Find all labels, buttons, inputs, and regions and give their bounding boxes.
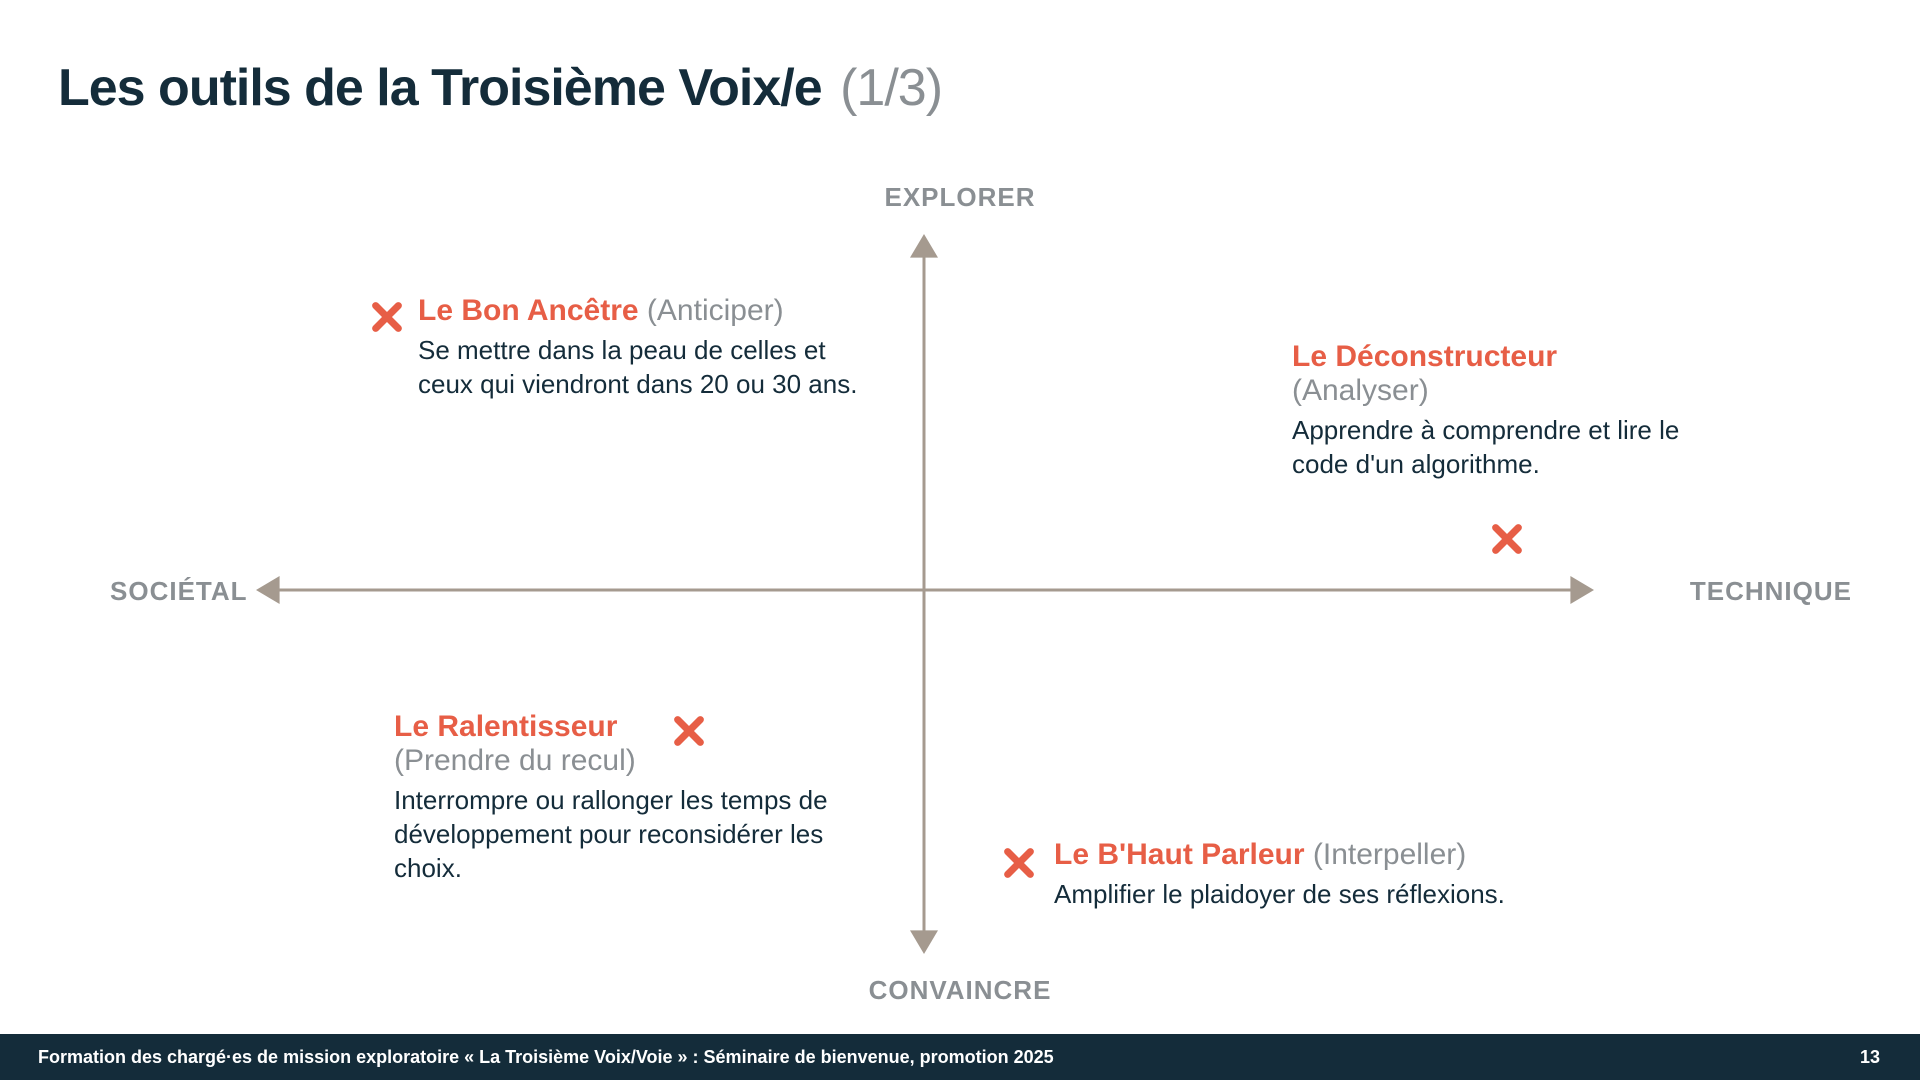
quadrant-item-ralentisseur: Le Ralentisseur(Prendre du recul) Interro… [394,710,854,885]
footer-page-number: 13 [1860,1047,1880,1068]
item-description: Amplifier le plaidoyer de ses réflexions… [1054,878,1654,912]
item-subtitle: (Prendre du recul) [394,744,854,778]
quadrant-item-deconstructeur: Le Déconstructeur(Analyser) Apprendre à c… [1292,340,1732,482]
cross-icon [1490,522,1524,556]
item-description: Interrompre ou rallonger les temps de dé… [394,784,854,885]
item-title: Le Déconstructeur [1292,340,1557,373]
title-index: (1/3) [840,59,942,117]
axis-label-right: TECHNIQUE [1690,576,1852,607]
item-subtitle: (Anticiper) [639,294,784,327]
cross-icon [1002,846,1036,880]
item-title: Le Ralentisseur [394,710,617,743]
quadrant-item-bhaut-parleur: Le B'Haut Parleur (Interpeller) Amplifier… [1054,838,1654,912]
axis-label-left: SOCIÉTAL [110,576,248,607]
item-title: Le B'Haut Parleur [1054,838,1305,871]
quadrant-item-bon-ancetre: Le Bon Ancêtre (Anticiper) Se mettre dans… [418,294,878,402]
cross-icon [370,300,404,334]
item-description: Se mettre dans la peau de celles et ceux… [418,334,878,402]
axis-label-bottom: CONVAINCRE [869,975,1052,1006]
axis-label-top: EXPLORER [884,182,1035,213]
title-main: Les outils de la Troisième Voix/e [58,59,822,117]
cross-icon [672,714,706,748]
item-description: Apprendre à comprendre et lire le code d… [1292,414,1732,482]
footer-text: Formation des chargé·es de mission explo… [38,1047,1054,1068]
item-subtitle: (Analyser) [1292,374,1732,408]
item-title: Le Bon Ancêtre [418,294,639,327]
axes-svg [0,0,1920,1080]
slide: Les outils de la Troisième Voix/e (1/3) … [0,0,1920,1080]
footer-bar: Formation des chargé·es de mission explo… [0,1034,1920,1080]
item-subtitle: (Interpeller) [1305,838,1467,871]
slide-title: Les outils de la Troisième Voix/e (1/3) [58,58,942,118]
